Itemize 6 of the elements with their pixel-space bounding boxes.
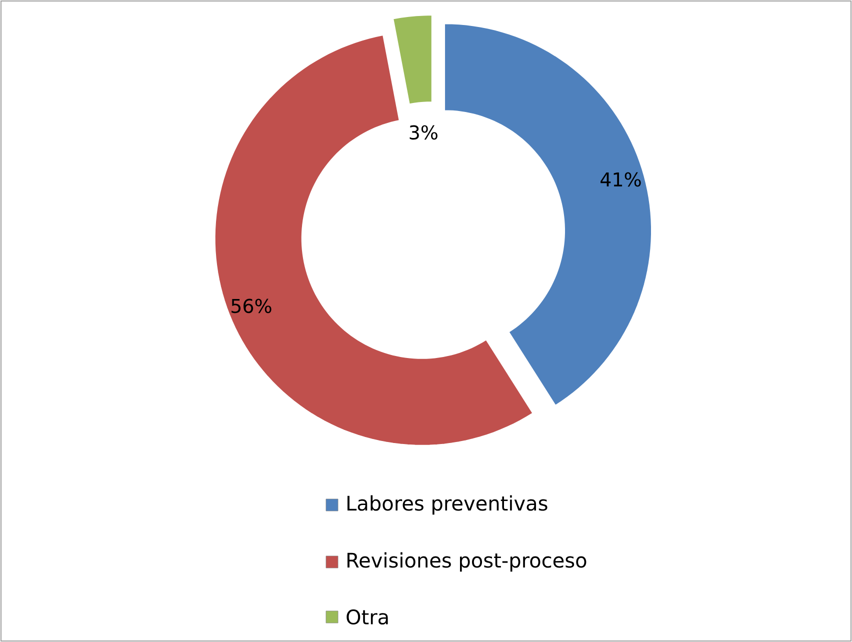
data-label: 3% [410, 125, 438, 140]
legend-label: Revisiones post-proceso [348, 552, 586, 572]
legend-label: Otra [346, 609, 388, 625]
data-label: 56% [232, 298, 272, 314]
legend-label: Labores preventivas [348, 495, 548, 515]
data-label: 41% [600, 172, 641, 187]
